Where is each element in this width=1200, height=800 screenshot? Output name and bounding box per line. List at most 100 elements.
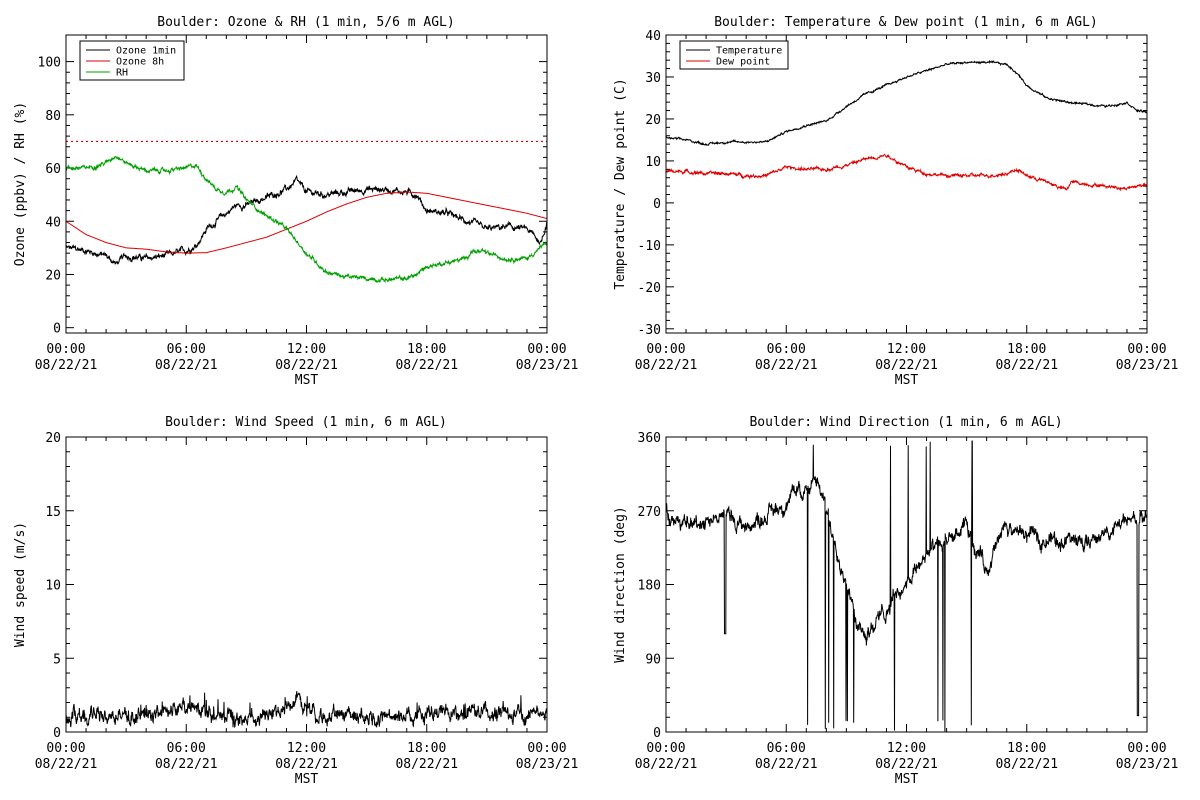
- x-tick-label: 06:00: [767, 342, 806, 357]
- y-tick-label: 30: [645, 71, 661, 86]
- x-tick-date-label: 08/22/21: [155, 358, 218, 373]
- y-tick-label: 60: [45, 162, 61, 177]
- temperature-dewpoint-panel: Boulder: Temperature & Dew point (1 min,…: [613, 15, 1178, 388]
- y-tick-label: 15: [45, 505, 61, 520]
- legend-label: RH: [116, 68, 128, 79]
- x-tick-label: 18:00: [407, 342, 446, 357]
- y-tick-label: 80: [45, 109, 61, 124]
- series-line-wind: [66, 691, 547, 729]
- y-axis-label: Wind speed (m/s): [13, 522, 28, 647]
- x-axis-label: MST: [895, 772, 919, 787]
- ozone-rh-panel: Boulder: Ozone & RH (1 min, 5/6 m AGL) 0…: [13, 15, 578, 388]
- y-tick-label: 360: [638, 431, 661, 446]
- y-axis-label: Temperature / Dew point (C): [613, 78, 628, 289]
- y-tick-label: 0: [53, 322, 61, 337]
- x-tick-label: 00:00: [527, 741, 566, 756]
- plot-frame: [665, 34, 1148, 334]
- x-tick-date-label: 08/23/21: [1116, 757, 1179, 772]
- legend-label: Ozone 1min: [116, 46, 176, 57]
- y-tick-label: -10: [638, 239, 661, 254]
- x-tick-date-label: 08/23/21: [516, 358, 579, 373]
- x-tick-label: 06:00: [167, 342, 206, 357]
- x-tick-label: 00:00: [46, 741, 85, 756]
- wind-direction-title: Boulder: Wind Direction (1 min, 6 m AGL): [749, 415, 1062, 430]
- y-tick-label: 20: [45, 431, 61, 446]
- x-tick-date-label: 08/22/21: [875, 757, 938, 772]
- series-line-wdir: [666, 440, 1147, 732]
- x-tick-label: 18:00: [1007, 342, 1046, 357]
- x-tick-date-label: 08/22/21: [35, 358, 98, 373]
- wind-speed-title: Boulder: Wind Speed (1 min, 6 m AGL): [165, 415, 447, 430]
- x-tick-label: 00:00: [1127, 342, 1166, 357]
- y-tick-label: 5: [53, 652, 61, 667]
- x-tick-label: 12:00: [287, 342, 326, 357]
- x-tick-date-label: 08/22/21: [755, 757, 818, 772]
- x-tick-label: 00:00: [646, 342, 685, 357]
- y-tick-label: -20: [638, 281, 661, 296]
- x-tick-date-label: 08/22/21: [875, 358, 938, 373]
- x-tick-label: 06:00: [767, 741, 806, 756]
- y-tick-label: 180: [638, 579, 661, 594]
- x-tick-label: 12:00: [287, 741, 326, 756]
- x-tick-date-label: 08/22/21: [995, 757, 1058, 772]
- y-tick-label: 10: [45, 579, 61, 594]
- y-tick-label: 0: [53, 726, 61, 741]
- series-line-rh: [66, 155, 547, 284]
- x-tick-date-label: 08/22/21: [35, 757, 98, 772]
- x-tick-label: 00:00: [527, 342, 566, 357]
- wind-direction-plot: 09018027036000:0008/22/2106:0008/22/2112…: [613, 431, 1178, 787]
- y-tick-label: 20: [45, 268, 61, 283]
- x-axis-label: MST: [895, 373, 919, 388]
- y-tick-label: 40: [45, 215, 61, 230]
- y-tick-label: 0: [653, 197, 661, 212]
- series-line-ozone-1min: [66, 174, 547, 265]
- x-tick-date-label: 08/22/21: [995, 358, 1058, 373]
- legend-label: Ozone 8h: [116, 57, 164, 68]
- temperature-dewpoint-plot: -30 -20 -10 0 10 20 30 40 00:00 08/22/21 06:00 08/2…: [613, 29, 1178, 388]
- y-tick-label: 20: [645, 113, 661, 128]
- x-tick-date-label: 08/22/21: [395, 757, 458, 772]
- series-line-temperature: [666, 59, 1147, 146]
- x-axis-label: MST: [295, 772, 319, 787]
- x-tick-date-label: 08/22/21: [275, 358, 338, 373]
- temperature-dewpoint-title: Boulder: Temperature & Dew point (1 min,…: [714, 15, 1098, 30]
- x-tick-label: 12:00: [887, 342, 926, 357]
- x-tick-label: 12:00: [887, 741, 926, 756]
- y-tick-label: 270: [638, 505, 661, 520]
- legend-label: Dew point: [716, 57, 770, 68]
- x-tick-date-label: 08/23/21: [1116, 358, 1179, 373]
- y-axis-label: Ozone (ppbv) / RH (%): [13, 102, 28, 266]
- x-tick-label: 18:00: [407, 741, 446, 756]
- series-line-dew-point: [666, 153, 1147, 192]
- x-axis-label: MST: [295, 373, 319, 388]
- x-tick-label: 18:00: [1007, 741, 1046, 756]
- x-tick-date-label: 08/22/21: [155, 757, 218, 772]
- y-tick-label: -30: [638, 323, 661, 338]
- wind-speed-plot: 0510152000:0008/22/2106:0008/22/2112:000…: [13, 431, 578, 787]
- x-tick-date-label: 08/22/21: [635, 757, 698, 772]
- x-tick-date-label: 08/22/21: [395, 358, 458, 373]
- x-tick-label: 00:00: [46, 342, 85, 357]
- y-tick-label: 40: [645, 29, 661, 44]
- ozone-rh-title: Boulder: Ozone & RH (1 min, 5/6 m AGL): [157, 15, 454, 30]
- y-tick-label: 10: [645, 155, 661, 170]
- legend-box: [679, 40, 789, 70]
- x-tick-label: 06:00: [167, 741, 206, 756]
- x-tick-label: 00:00: [1127, 741, 1166, 756]
- x-tick-label: 00:00: [646, 741, 685, 756]
- plot-frame: [65, 436, 548, 733]
- ozone-rh-plot: 02040608010000:0008/22/2106:0008/22/2112…: [13, 34, 579, 388]
- y-tick-label: 100: [38, 56, 61, 71]
- wind-direction-panel: Boulder: Wind Direction (1 min, 6 m AGL)…: [613, 415, 1178, 787]
- x-tick-date-label: 08/23/21: [516, 757, 579, 772]
- plot-frame: [665, 436, 1148, 733]
- y-tick-label: 0: [653, 726, 661, 741]
- legend-label: Temperature: [716, 46, 782, 57]
- series-line-ozone-8h: [66, 191, 547, 254]
- plot-frame: [65, 34, 548, 334]
- x-tick-date-label: 08/22/21: [275, 757, 338, 772]
- y-tick-label: 90: [645, 652, 661, 667]
